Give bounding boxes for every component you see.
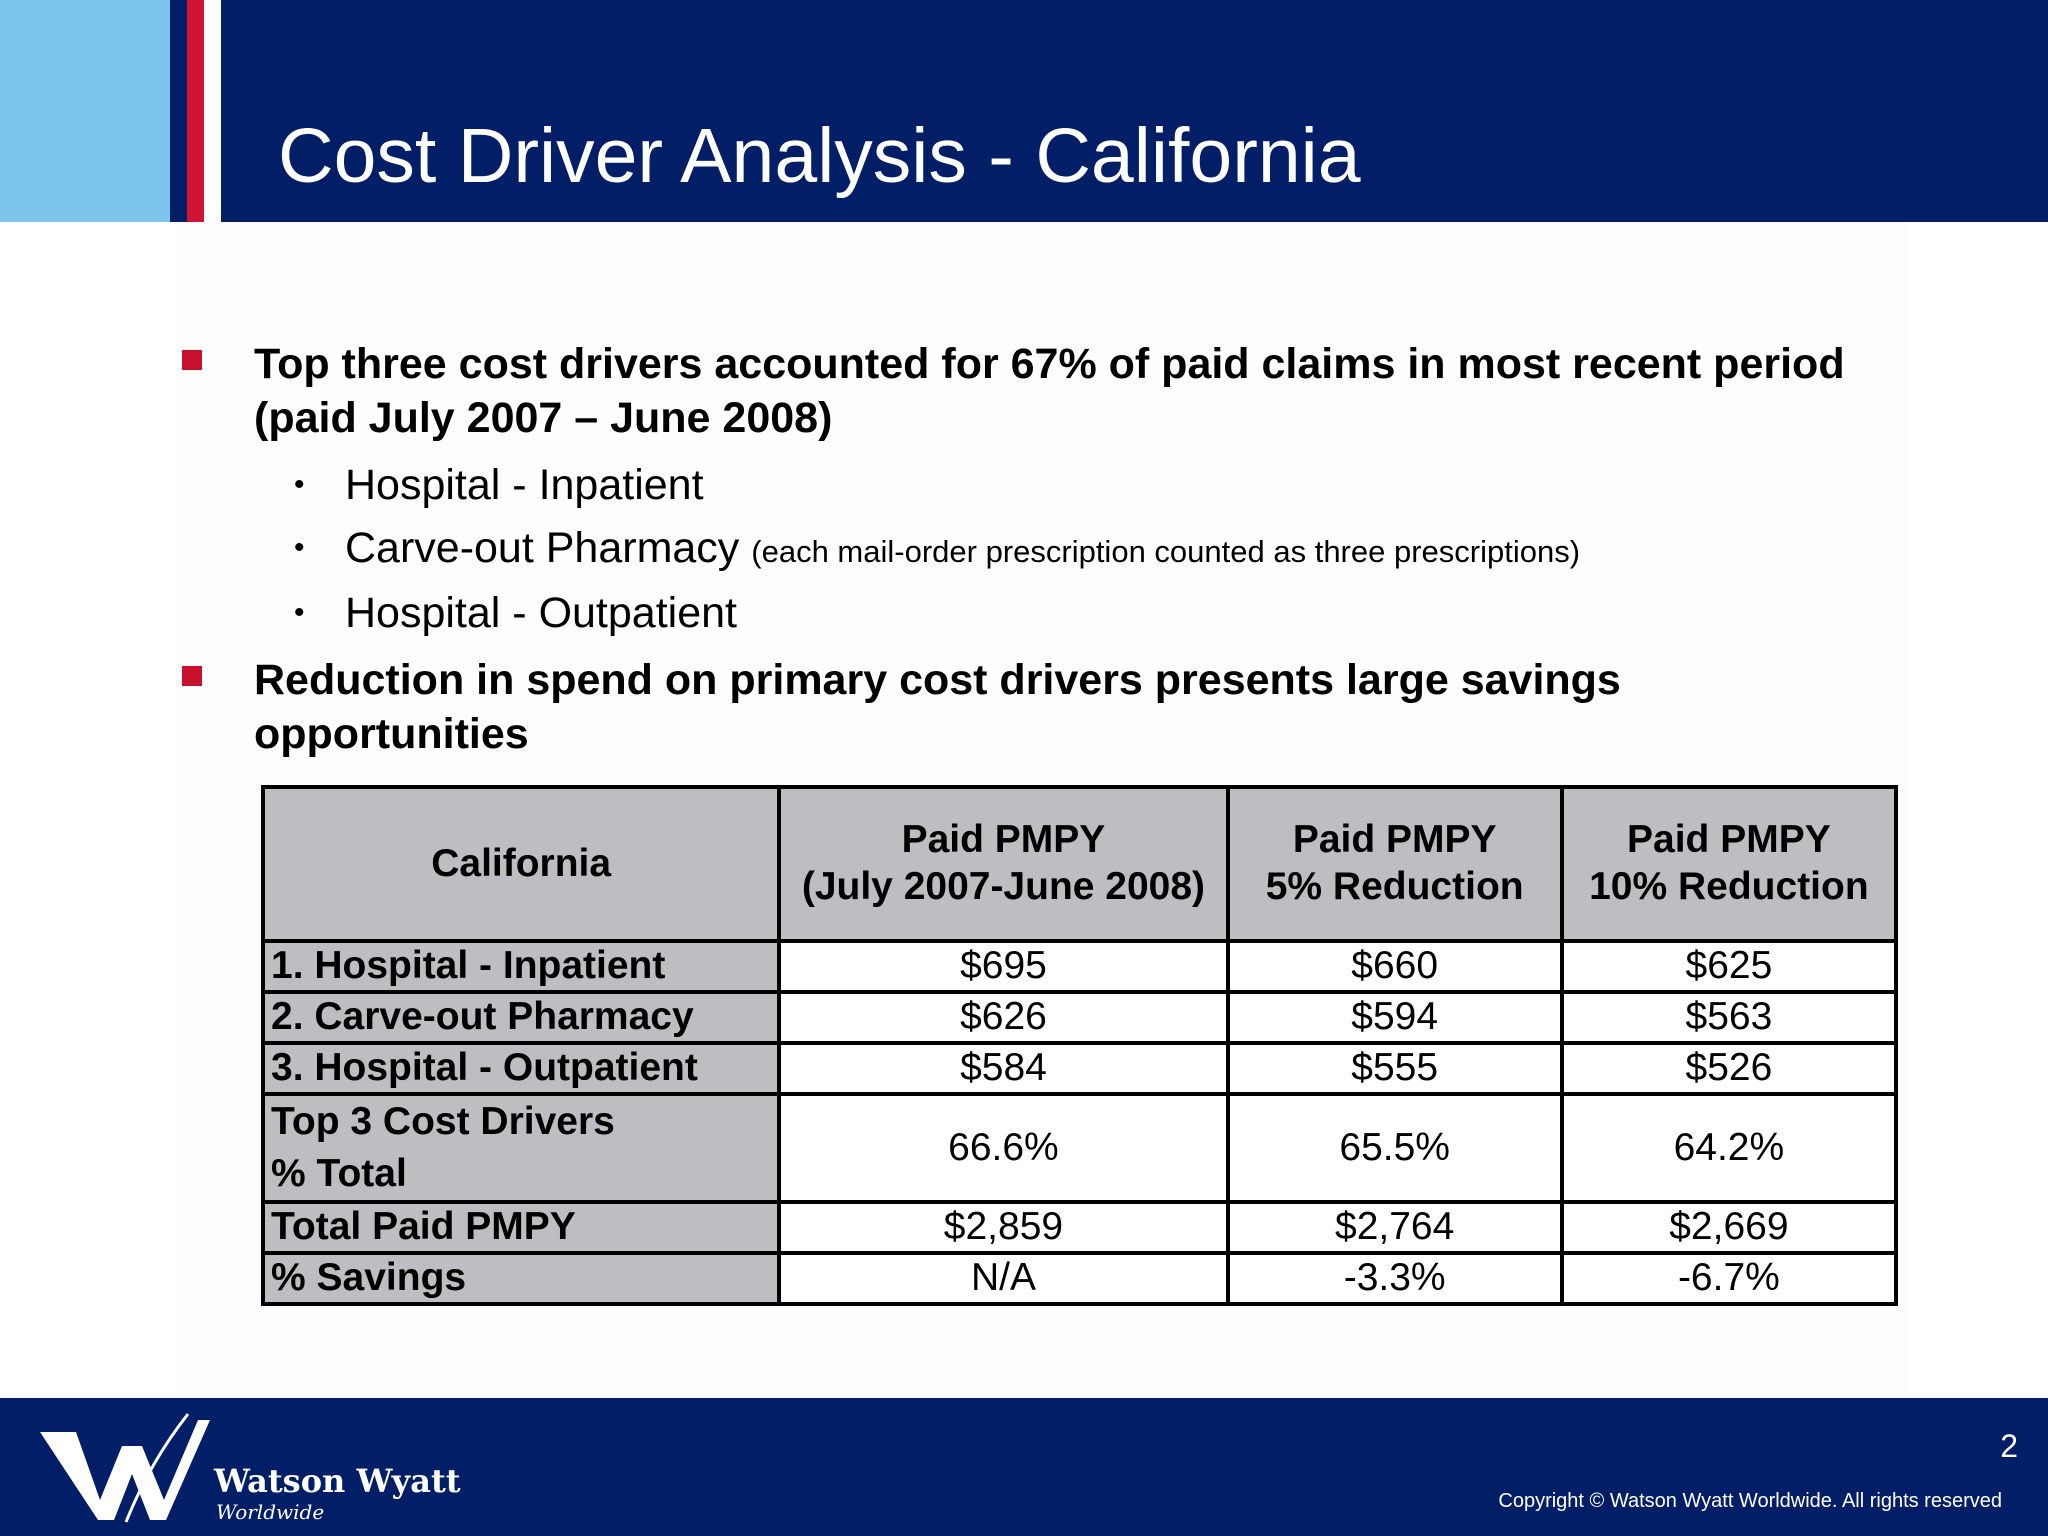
bullet-dot-icon: • bbox=[294, 596, 305, 629]
watson-wyatt-logo: Watson Wyatt Worldwide bbox=[38, 1412, 461, 1524]
slide-header: Cost Driver Analysis - California bbox=[0, 0, 2048, 222]
header-accent-red bbox=[187, 0, 204, 222]
bullet-square-icon bbox=[182, 350, 202, 370]
table-cell: -3.3% bbox=[1225, 1251, 1564, 1306]
header-accent-white bbox=[204, 0, 221, 222]
row-label: 2. Carve-out Pharmacy bbox=[260, 990, 782, 1045]
bullet-main-1: Top three cost drivers accounted for 67%… bbox=[254, 340, 1845, 442]
table-header-cell: California bbox=[260, 785, 782, 943]
header-line: California bbox=[431, 841, 612, 885]
table-cell: 65.5% bbox=[1225, 1092, 1564, 1204]
table-cell: N/A bbox=[777, 1251, 1230, 1306]
row-label-line: % Total bbox=[271, 1152, 407, 1195]
table-cell: $594 bbox=[1225, 990, 1564, 1045]
sub-bullet-1-text: Hospital - Inpatient bbox=[345, 461, 704, 509]
table-row: 3. Hospital - Outpatient $584 $555 $526 bbox=[260, 1041, 1899, 1096]
table-cell: $563 bbox=[1559, 990, 1899, 1045]
sub-bullet-1: Hospital - Inpatient bbox=[345, 458, 704, 512]
copyright-text: Copyright © Watson Wyatt Worldwide. All … bbox=[1498, 1490, 2002, 1512]
table-cell: $526 bbox=[1559, 1041, 1899, 1096]
logo-name: Watson Wyatt bbox=[214, 1462, 461, 1500]
sub-bullet-2-note: (each mail-order prescription counted as… bbox=[751, 534, 1581, 569]
header-line: Paid PMPY bbox=[901, 818, 1106, 862]
sub-bullet-2-text: Carve-out Pharmacy bbox=[345, 524, 740, 572]
header-line: 10% Reduction bbox=[1589, 865, 1869, 908]
table-header-cell: Paid PMPY (July 2007-June 2008) bbox=[777, 785, 1230, 943]
table-cell: 66.6% bbox=[777, 1092, 1230, 1204]
sub-bullet-3: Hospital - Outpatient bbox=[345, 586, 737, 640]
w-mark-icon bbox=[40, 1413, 210, 1523]
table-header-cell: Paid PMPY 10% Reduction bbox=[1559, 785, 1899, 943]
table-cell: $2,859 bbox=[777, 1200, 1230, 1255]
header-line: (July 2007-June 2008) bbox=[801, 865, 1206, 908]
table-cell: -6.7% bbox=[1559, 1251, 1899, 1306]
table-cell: $584 bbox=[777, 1041, 1230, 1096]
table-cell: $660 bbox=[1225, 939, 1564, 994]
cost-table: California Paid PMPY (July 2007-June 2008… bbox=[260, 785, 1899, 1306]
table-row: 2. Carve-out Pharmacy $626 $594 $563 bbox=[260, 990, 1899, 1045]
table-header-cell: Paid PMPY 5% Reduction bbox=[1225, 785, 1564, 943]
bullet-square-icon bbox=[182, 666, 202, 686]
row-label: 1. Hospital - Inpatient bbox=[260, 939, 782, 994]
table-cell: $555 bbox=[1225, 1041, 1564, 1096]
table-row: % Savings N/A -3.3% -6.7% bbox=[260, 1251, 1899, 1306]
table-cell: $626 bbox=[777, 990, 1230, 1045]
header-line: Paid PMPY bbox=[1292, 818, 1497, 862]
table-row: 1. Hospital - Inpatient $695 $660 $625 bbox=[260, 939, 1899, 994]
table-row: Top 3 Cost Drivers % Total 66.6% 65.5% 64… bbox=[260, 1092, 1899, 1204]
table-cell: $625 bbox=[1559, 939, 1899, 994]
slide-title: Cost Driver Analysis - California bbox=[278, 113, 1361, 199]
table-cell: $2,764 bbox=[1225, 1200, 1564, 1255]
row-label: 3. Hospital - Outpatient bbox=[260, 1041, 782, 1096]
bullet-main-2: Reduction in spend on primary cost drive… bbox=[254, 656, 1621, 758]
sub-bullet-3-text: Hospital - Outpatient bbox=[345, 589, 737, 637]
slide-footer: Watson Wyatt Worldwide 2 Copyright © Wat… bbox=[0, 1398, 2048, 1536]
sub-bullet-2: Carve-out Pharmacy (each mail-order pres… bbox=[345, 521, 1580, 579]
table-row: Total Paid PMPY $2,859 $2,764 $2,669 bbox=[260, 1200, 1899, 1255]
header-accent-lightblue bbox=[0, 0, 170, 222]
bullet-dot-icon: • bbox=[294, 468, 305, 501]
table-cell: $2,669 bbox=[1559, 1200, 1899, 1255]
row-label-line: Top 3 Cost Drivers bbox=[271, 1100, 615, 1143]
logo-sub: Worldwide bbox=[216, 1500, 325, 1524]
row-label: Top 3 Cost Drivers % Total bbox=[260, 1092, 782, 1204]
table-cell: $695 bbox=[777, 939, 1230, 994]
row-label: Total Paid PMPY bbox=[260, 1200, 782, 1255]
header-line: Paid PMPY bbox=[1627, 818, 1831, 862]
bullet-dot-icon: • bbox=[294, 531, 305, 564]
table-header-row: California Paid PMPY (July 2007-June 2008… bbox=[260, 785, 1899, 943]
header-line: 5% Reduction bbox=[1265, 865, 1524, 908]
page-number: 2 bbox=[2000, 1428, 2018, 1464]
table-cell: 64.2% bbox=[1559, 1092, 1899, 1204]
row-label: % Savings bbox=[260, 1251, 782, 1306]
